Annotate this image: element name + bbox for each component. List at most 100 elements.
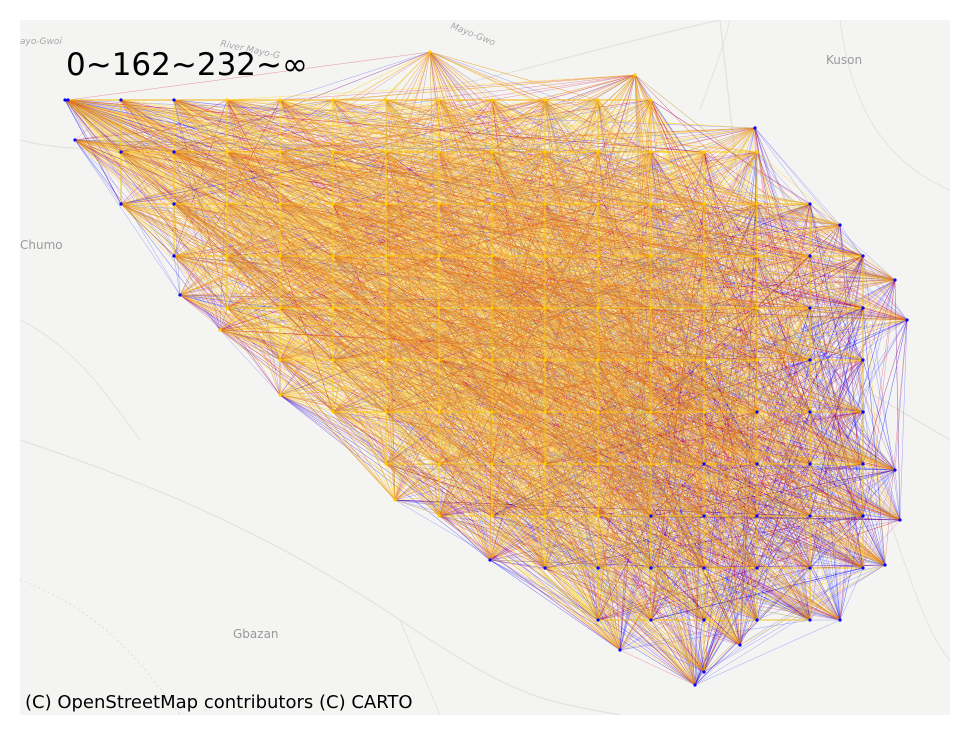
flow-node xyxy=(331,306,335,310)
flow-node xyxy=(893,468,897,472)
place-label-chumo: Chumo xyxy=(20,238,63,252)
flow-node xyxy=(596,462,600,466)
flow-node xyxy=(702,410,706,414)
flow-node xyxy=(808,358,812,362)
flow-class-legend: 0~162~232~∞ xyxy=(66,47,308,83)
flow-node xyxy=(755,254,759,258)
flow-node xyxy=(384,254,388,258)
flow-node xyxy=(543,306,547,310)
flow-node xyxy=(702,514,706,518)
flow-node xyxy=(702,202,706,206)
flow-node xyxy=(384,202,388,206)
flow-node xyxy=(596,410,600,414)
flow-node xyxy=(702,306,706,310)
flow-node xyxy=(428,50,432,54)
flow-node xyxy=(172,98,176,102)
flow-node xyxy=(755,514,759,518)
flow-node xyxy=(649,202,653,206)
flow-node xyxy=(490,410,494,414)
flow-node xyxy=(331,254,335,258)
flow-node xyxy=(278,150,282,154)
map-frame[interactable]: Kuson Chumo Gbazan River Mayo-G Mayo-Gwo… xyxy=(20,20,950,715)
flow-node xyxy=(596,514,600,518)
flow-node xyxy=(755,150,759,154)
flow-node xyxy=(596,254,600,258)
flow-node xyxy=(755,306,759,310)
flow-node xyxy=(490,514,494,518)
flow-node xyxy=(278,98,282,102)
flow-lines xyxy=(64,51,908,686)
place-label-gbazan: Gbazan xyxy=(233,627,279,641)
flow-node xyxy=(649,618,653,622)
map-canvas[interactable]: Kuson Chumo Gbazan River Mayo-G Mayo-Gwo… xyxy=(20,20,950,715)
flow-node xyxy=(172,202,176,206)
flow-node xyxy=(753,126,757,130)
flow-node xyxy=(437,462,441,466)
flow-node xyxy=(543,254,547,258)
flow-node xyxy=(898,518,902,522)
flow-node xyxy=(278,202,282,206)
flow-node xyxy=(490,306,494,310)
flow-node xyxy=(649,566,653,570)
river-label-2: Mayo-Gwo xyxy=(449,22,497,49)
flow-node xyxy=(543,150,547,154)
flow-node xyxy=(596,98,600,102)
flow-node xyxy=(808,566,812,570)
flow-node xyxy=(596,566,600,570)
flow-node xyxy=(331,410,335,414)
flow-node xyxy=(861,462,865,466)
flow-node xyxy=(384,462,388,466)
flow-node xyxy=(490,202,494,206)
flow-node xyxy=(808,462,812,466)
flow-node xyxy=(702,254,706,258)
flow-node xyxy=(861,514,865,518)
flow-node xyxy=(63,98,67,102)
flow-node xyxy=(331,202,335,206)
flow-node xyxy=(437,254,441,258)
flow-node xyxy=(73,138,77,142)
flow-node xyxy=(755,410,759,414)
flow-node xyxy=(437,514,441,518)
flow-node xyxy=(649,358,653,362)
flow-node xyxy=(278,358,282,362)
flow-node xyxy=(702,618,706,622)
flow-node xyxy=(178,293,182,297)
flow-node xyxy=(649,306,653,310)
flow-node xyxy=(618,648,622,652)
flow-node xyxy=(119,98,123,102)
flow-node xyxy=(702,566,706,570)
flow-node xyxy=(119,150,123,154)
flow-node xyxy=(861,566,865,570)
flow-node xyxy=(755,618,759,622)
flow-node xyxy=(543,98,547,102)
flow-node xyxy=(490,98,494,102)
flow-node xyxy=(437,358,441,362)
flow-node xyxy=(437,410,441,414)
flow-node xyxy=(490,150,494,154)
flow-node xyxy=(649,254,653,258)
flow-node xyxy=(543,358,547,362)
flow-node xyxy=(738,643,742,647)
flow-node xyxy=(490,462,494,466)
flow-node xyxy=(278,306,282,310)
flow-node xyxy=(225,306,229,310)
flow-node xyxy=(543,410,547,414)
flow-node xyxy=(808,306,812,310)
flow-node xyxy=(649,150,653,154)
flow-node xyxy=(702,150,706,154)
flow-node xyxy=(172,150,176,154)
flow-node xyxy=(225,98,229,102)
flow-node xyxy=(384,410,388,414)
flow-node xyxy=(861,306,865,310)
flow-node xyxy=(861,358,865,362)
flow-node xyxy=(596,150,600,154)
flow-node xyxy=(119,202,123,206)
flow-node xyxy=(649,98,653,102)
flow-node xyxy=(596,358,600,362)
flow-node xyxy=(437,202,441,206)
flow-node xyxy=(838,223,842,227)
flow-node xyxy=(755,462,759,466)
flow-nodes xyxy=(63,50,909,687)
flow-node xyxy=(384,306,388,310)
flow-node xyxy=(838,618,842,622)
